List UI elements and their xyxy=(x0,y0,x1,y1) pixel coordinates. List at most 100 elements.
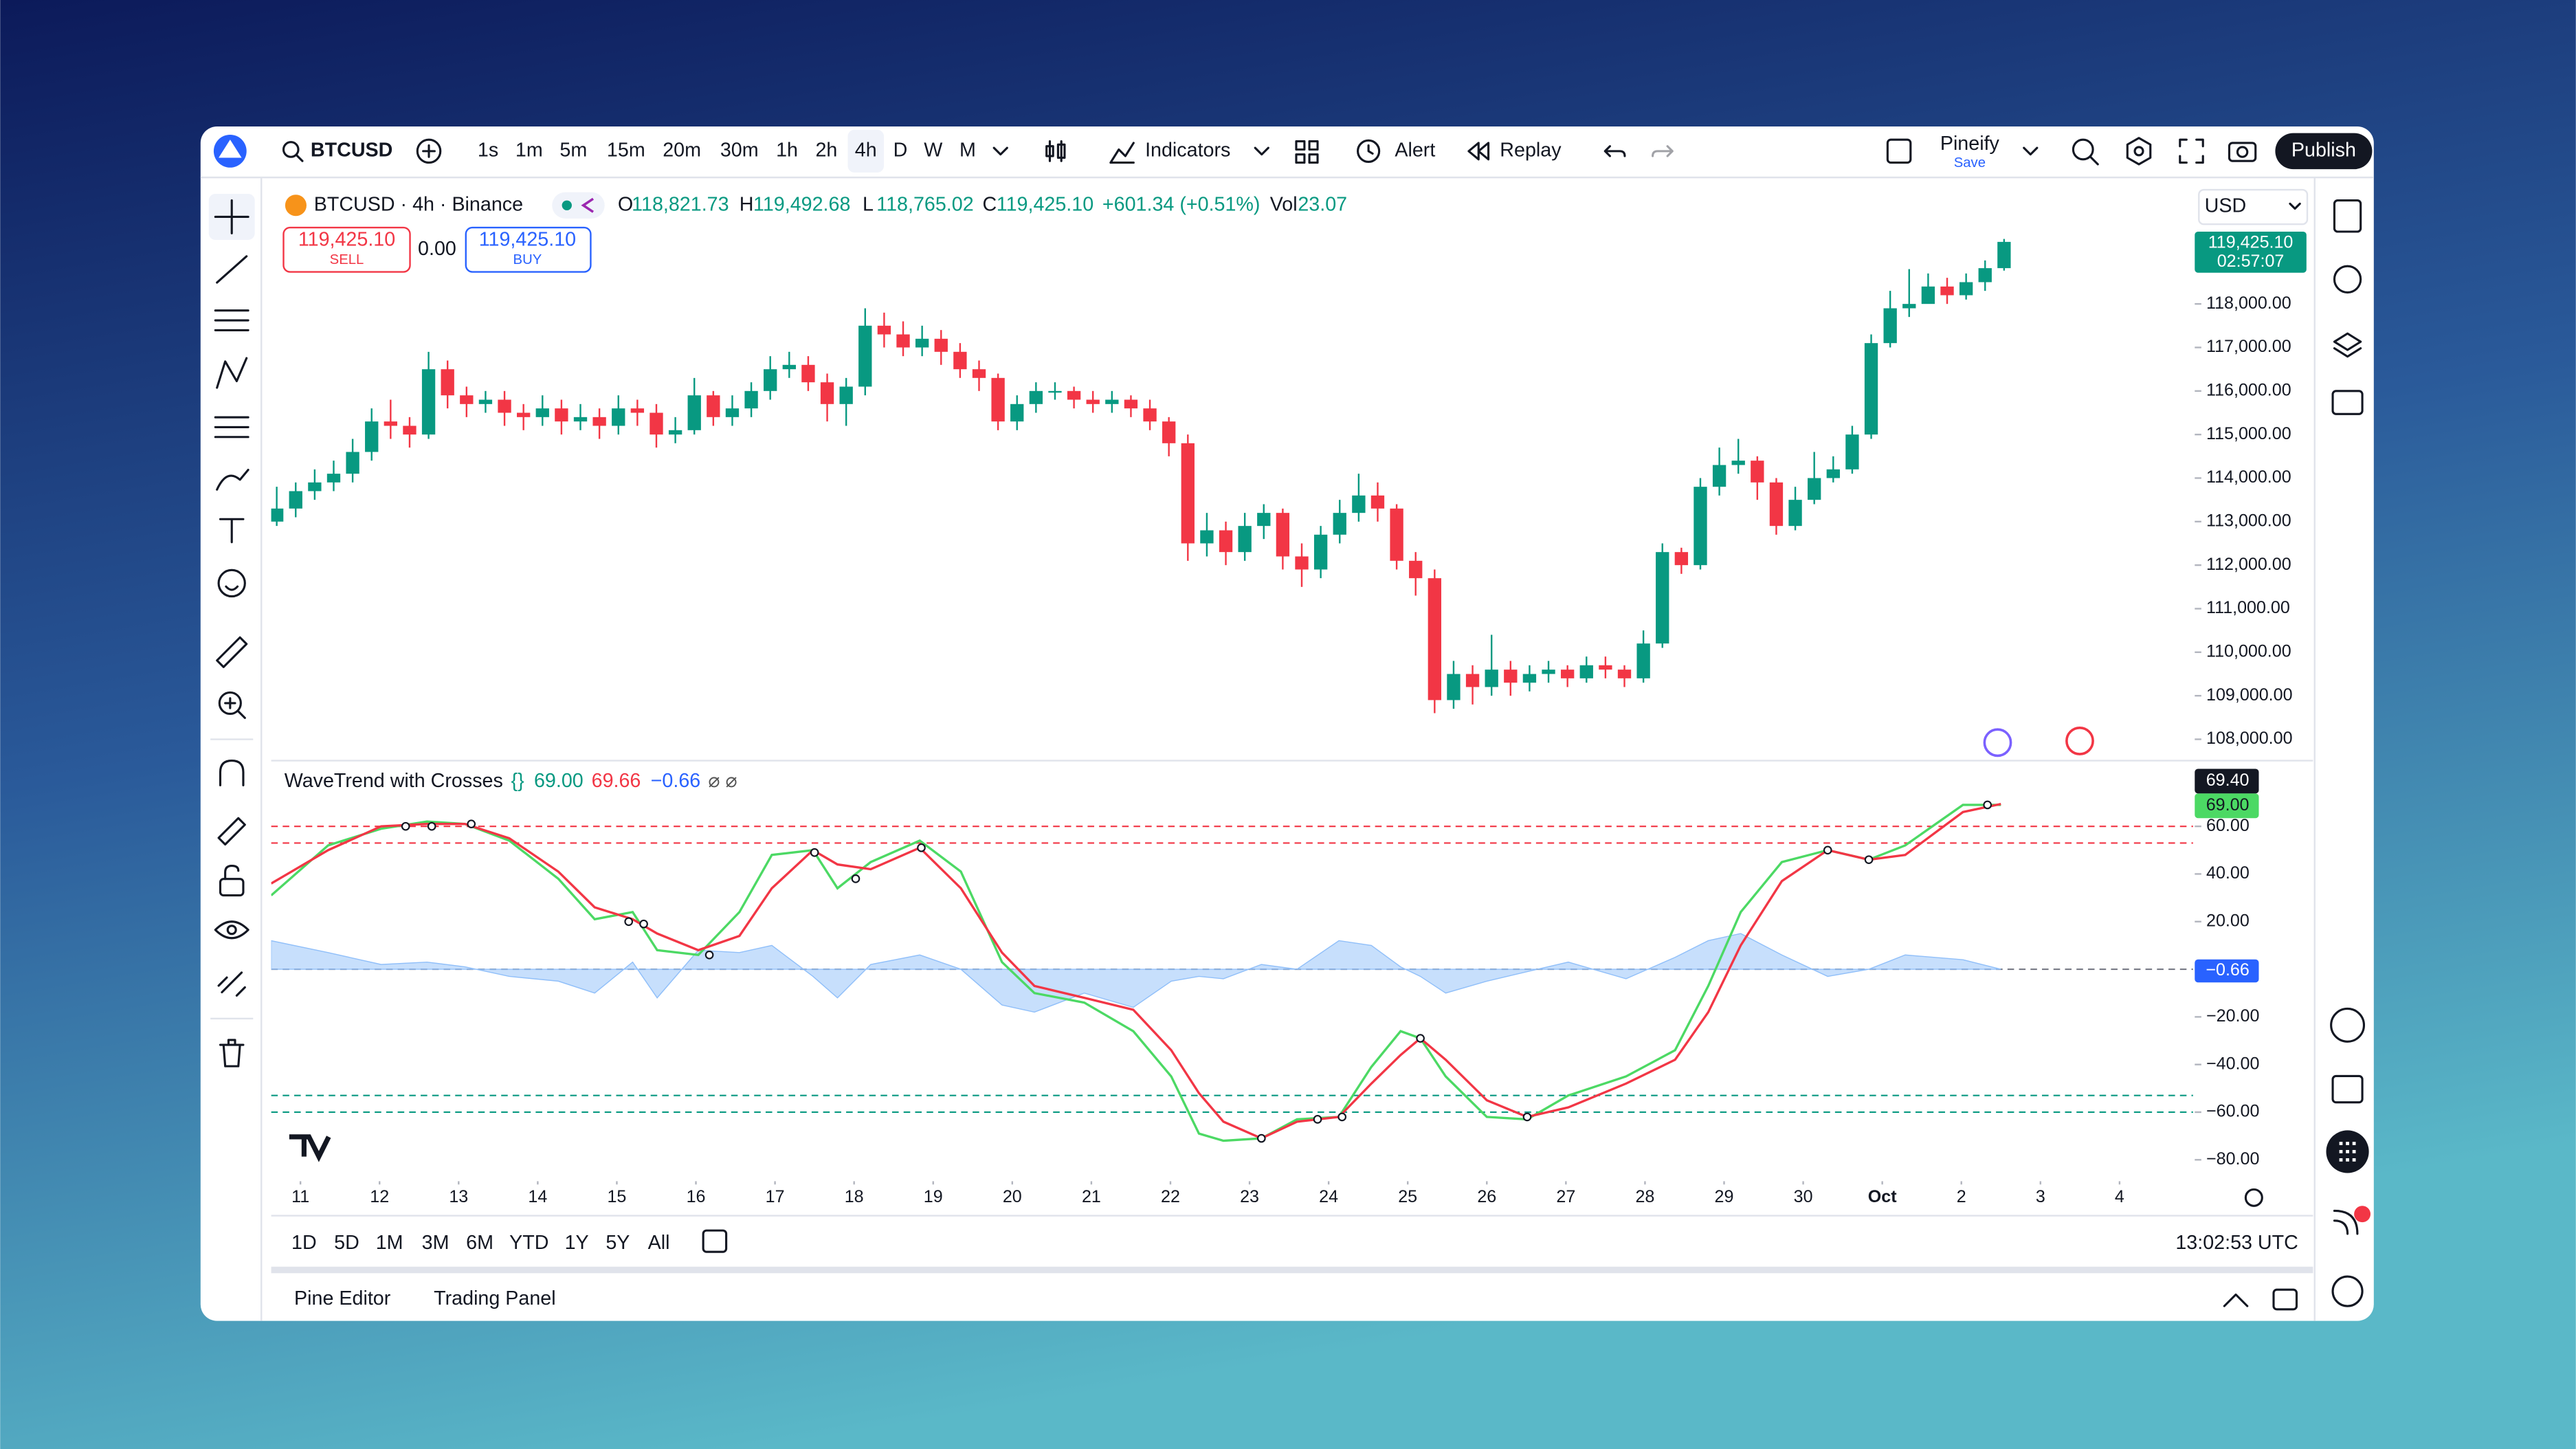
candle-body xyxy=(1504,670,1518,683)
symbol-search[interactable]: BTCUSD xyxy=(311,139,392,161)
interval-button[interactable]: 1h xyxy=(776,139,798,161)
bottom-tab[interactable]: Pine Editor xyxy=(294,1287,391,1309)
delete-tool[interactable] xyxy=(219,1039,245,1068)
brush-tool[interactable] xyxy=(216,468,249,491)
legend-change: +601.34 (+0.51%) xyxy=(1102,193,1261,215)
panel-maximize[interactable] xyxy=(2272,1288,2298,1311)
interval-button[interactable]: 20m xyxy=(663,139,701,161)
stream-button[interactable] xyxy=(2333,1209,2359,1235)
range-button[interactable]: All xyxy=(648,1232,670,1254)
candle-body xyxy=(972,369,986,378)
symbol-icon xyxy=(285,195,307,217)
ruler-tool[interactable] xyxy=(216,636,248,668)
pattern-tool[interactable] xyxy=(216,357,248,389)
crosshair-tool[interactable] xyxy=(214,199,249,234)
y-tick-label: −80.00 xyxy=(2206,1149,2259,1169)
layout-dropdown[interactable] xyxy=(2023,146,2039,156)
events-icon[interactable] xyxy=(1983,728,2012,757)
layout-icon[interactable] xyxy=(1886,138,1912,164)
redo-button[interactable] xyxy=(1652,145,1674,157)
currency-dropdown xyxy=(2289,202,2301,210)
sell-label[interactable]: SELL xyxy=(330,252,364,267)
fullscreen-button[interactable] xyxy=(2179,138,2204,164)
range-button[interactable]: 3M xyxy=(422,1232,449,1254)
interval-button[interactable]: 1s xyxy=(478,139,498,161)
range-button[interactable]: 6M xyxy=(466,1232,493,1254)
help-button[interactable] xyxy=(2331,1275,2364,1307)
interval-dropdown[interactable] xyxy=(992,146,1008,156)
app-window xyxy=(200,126,2374,1321)
ohlc-key: C xyxy=(982,193,997,215)
candle-body xyxy=(271,508,284,522)
indicators-button[interactable]: Indicators xyxy=(1145,139,1230,161)
undo-button[interactable] xyxy=(1603,145,1626,157)
indicators-dropdown[interactable] xyxy=(1254,146,1269,156)
interval-button[interactable]: 2h xyxy=(815,139,837,161)
buy-label[interactable]: BUY xyxy=(513,252,542,267)
currency-box xyxy=(2198,188,2309,225)
layouts-icon[interactable] xyxy=(1295,140,1319,164)
magnet-tool[interactable] xyxy=(219,760,245,786)
interval-button[interactable]: W xyxy=(924,139,942,161)
compare-button[interactable] xyxy=(416,138,442,164)
range-button[interactable]: 5Y xyxy=(606,1232,630,1254)
calendar-button[interactable] xyxy=(2331,1074,2364,1104)
candle-body xyxy=(1390,508,1403,561)
currency-select[interactable]: USD xyxy=(2205,195,2247,217)
badge-wt2: 69.40 xyxy=(2206,771,2250,790)
ideas-button[interactable] xyxy=(2330,1007,2366,1043)
price-badge: 119,425.10 xyxy=(2208,232,2294,252)
candle-body xyxy=(1788,500,1802,527)
link-tool[interactable] xyxy=(217,971,246,997)
replay-button[interactable]: Replay xyxy=(1500,139,1562,161)
quick-search-icon[interactable] xyxy=(2072,138,2094,161)
x-tick-label: 3 xyxy=(2036,1187,2045,1206)
axis-settings[interactable] xyxy=(2244,1188,2263,1207)
save-label[interactable]: Save xyxy=(1954,155,1986,170)
panel-expand[interactable] xyxy=(2223,1293,2249,1307)
sell-price[interactable]: 119,425.10 xyxy=(298,229,395,251)
alert-button[interactable]: Alert xyxy=(1395,139,1435,161)
economy-icon[interactable] xyxy=(2065,726,2094,755)
x-tick-label: 20 xyxy=(1003,1187,1022,1206)
interval-button[interactable]: 30m xyxy=(720,139,759,161)
chart-type-icon[interactable] xyxy=(1045,140,1066,162)
fib-tool[interactable] xyxy=(214,309,249,331)
trendline-tool[interactable] xyxy=(216,255,248,284)
range-button[interactable]: 1D xyxy=(291,1232,317,1254)
layout-name[interactable]: Pineify xyxy=(1940,133,2000,155)
settings-icon[interactable] xyxy=(2126,137,2152,166)
range-button[interactable]: 1Y xyxy=(565,1232,589,1254)
range-button[interactable]: YTD xyxy=(509,1232,548,1254)
interval-button[interactable]: M xyxy=(959,139,976,161)
interval-button[interactable]: D xyxy=(893,139,908,161)
goto-date-button[interactable] xyxy=(702,1229,728,1253)
cross-point xyxy=(1256,1133,1266,1143)
object-tree-button[interactable] xyxy=(2333,332,2362,358)
hide-tool[interactable] xyxy=(214,920,249,940)
buy-price[interactable]: 119,425.10 xyxy=(479,229,576,251)
alerts-button[interactable] xyxy=(2333,265,2362,294)
range-button[interactable]: 1M xyxy=(376,1232,403,1254)
candle-body xyxy=(1731,461,1745,465)
interval-button[interactable]: 4h xyxy=(855,139,877,161)
interval-button[interactable]: 15m xyxy=(607,139,645,161)
publish-button[interactable]: Publish xyxy=(2291,139,2356,161)
range-button[interactable]: 5D xyxy=(334,1232,359,1254)
indicator-plot xyxy=(271,800,2193,1143)
lock-tool[interactable] xyxy=(219,878,245,897)
stay-drawing-tool[interactable] xyxy=(217,817,246,846)
text-tool[interactable] xyxy=(219,518,245,544)
zoom-tool[interactable] xyxy=(218,691,242,716)
interval-button[interactable]: 5m xyxy=(559,139,587,161)
chat-button[interactable] xyxy=(2331,390,2364,415)
emoji-tool[interactable] xyxy=(217,568,246,598)
bottom-tab[interactable]: Trading Panel xyxy=(434,1287,555,1309)
candle-body xyxy=(1162,421,1176,443)
watchlist-button[interactable] xyxy=(2333,199,2362,233)
x-tick-label: 18 xyxy=(845,1187,864,1206)
cross-point xyxy=(1864,855,1874,864)
forecast-tool[interactable] xyxy=(214,416,249,439)
snapshot-button[interactable] xyxy=(2228,142,2257,162)
interval-button[interactable]: 1m xyxy=(515,139,543,161)
